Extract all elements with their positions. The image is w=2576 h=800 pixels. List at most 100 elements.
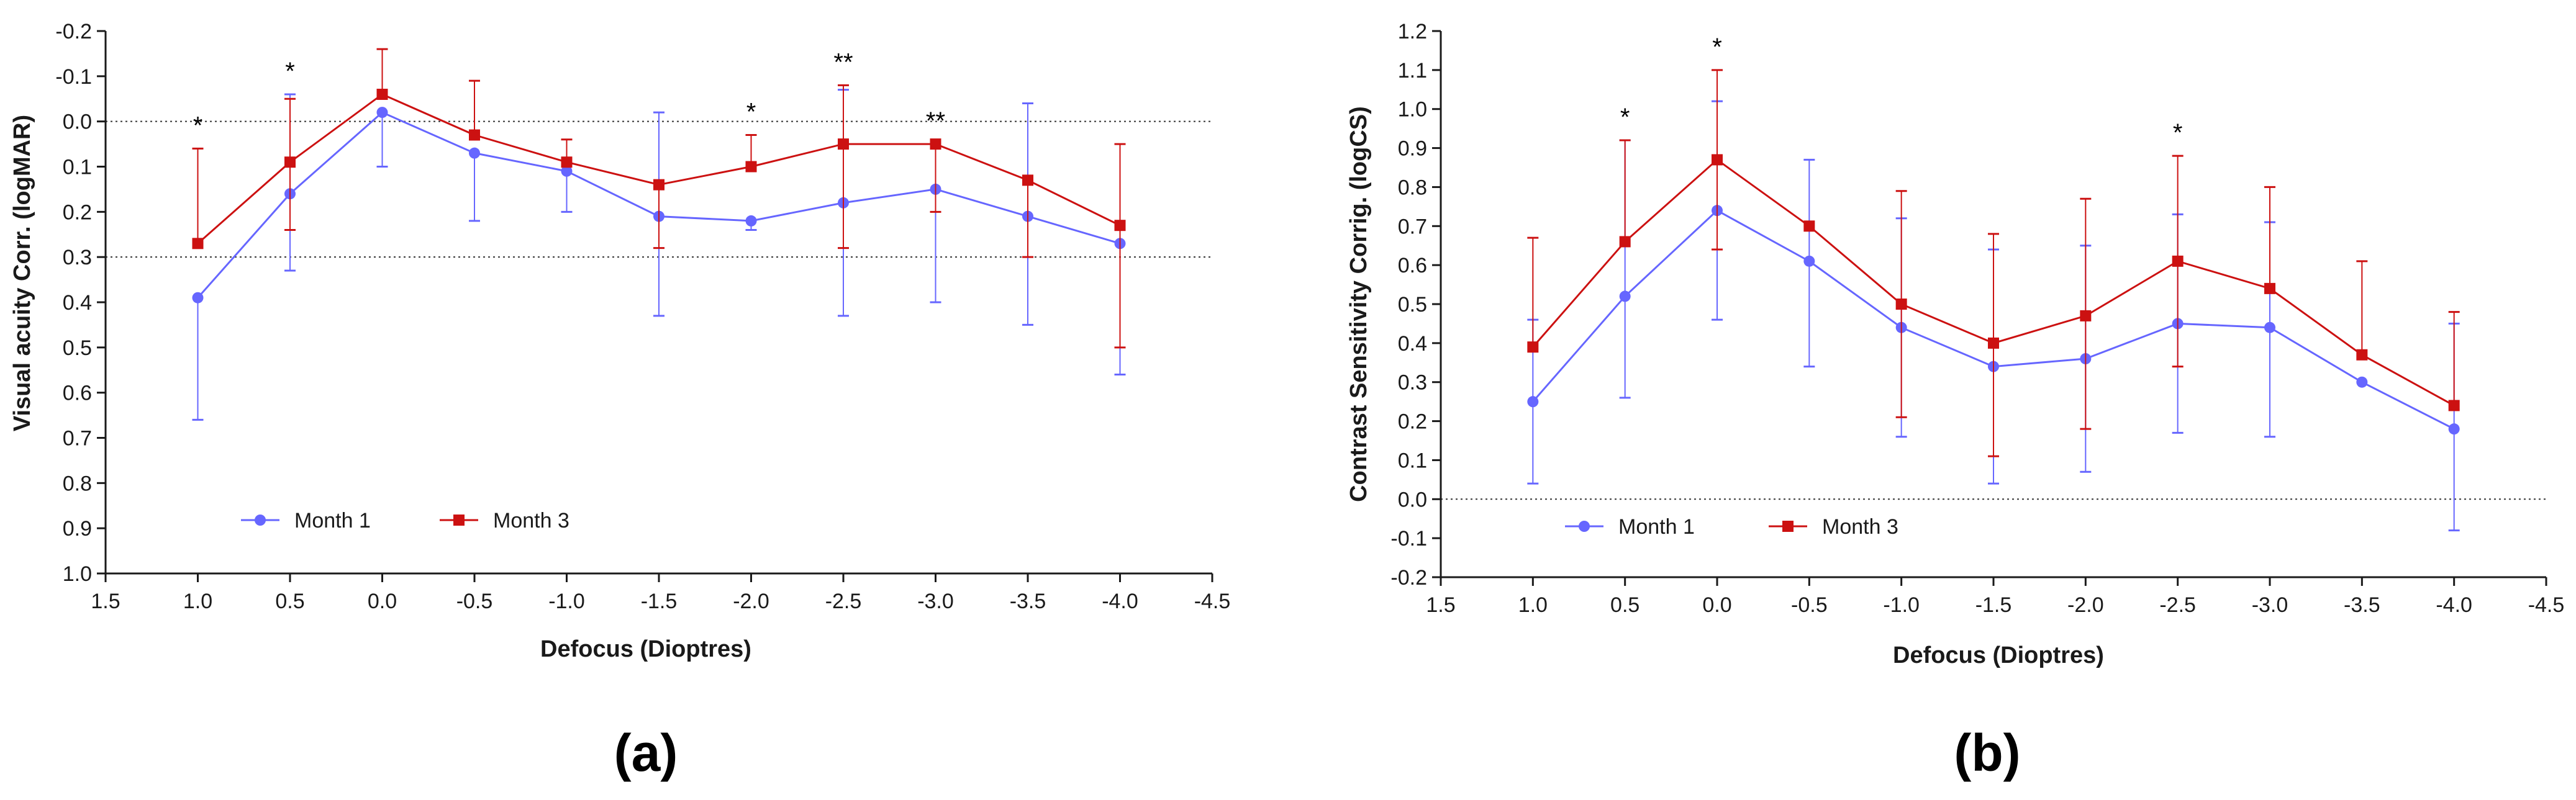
panel-a-x-tick-label: -2.5 [825, 590, 862, 613]
panel-b-month3-point [2172, 255, 2184, 267]
panel-a-y-tick-label: 0.2 [63, 200, 92, 224]
panel-a-y-tick-label: 0.9 [63, 517, 92, 541]
panel-a-x-tick-label: -3.5 [1010, 590, 1046, 613]
panel-a-series [192, 48, 1126, 421]
legend-label-month3: Month 3 [1822, 515, 1898, 539]
panel-b-chart: -0.2 -0.1 0.0 0.1 0.2 0.3 0.4 0.5 0.6 0.7 0.8 0.9 1.… [1346, 20, 2564, 782]
panel-a-y-tick-label: 0.7 [63, 427, 92, 451]
panel-a-month1-point [376, 107, 388, 119]
panel-a-y-tick-label: 0.4 [63, 291, 92, 315]
panel-a-x-tick-label: 0.0 [368, 590, 397, 613]
panel-b-y-tick-label: 0.7 [1398, 215, 1427, 238]
panel-a-month3-point [745, 161, 757, 173]
legend-label-month1: Month 1 [294, 509, 371, 533]
panel-a-x-tick-label: -0.5 [456, 590, 493, 613]
panel-b-x-tick-label: -3.0 [2252, 593, 2288, 617]
panel-a-y-tick-label: 0.8 [63, 472, 92, 495]
panel-b-x-tick-label: -1.0 [1883, 593, 1920, 617]
panel-a-x-tick-label: -4.5 [1194, 590, 1231, 613]
panel-b-y-tick-label: 0.2 [1398, 410, 1427, 434]
panel-b-legend: Month 1 Month 3 [1565, 515, 1898, 539]
panel-a-y-tick-label: 0.0 [63, 110, 92, 134]
panel-b-y-tick-label: -0.1 [1390, 527, 1427, 551]
panel-a-month1-point [745, 215, 757, 227]
legend-marker-month1 [255, 515, 266, 526]
panel-a-month3-point [284, 156, 296, 168]
panel-b-month3-point [1619, 236, 1631, 248]
panel-a-significance-marker: * [193, 112, 203, 139]
panel-a-tag: (a) [614, 724, 678, 782]
panel-b-x-tick-label: -2.5 [2159, 593, 2196, 617]
panel-a-month1-point [469, 147, 480, 159]
panel-b-y-tick-label: 0.4 [1398, 332, 1427, 356]
panel-a-legend: Month 1 Month 3 [241, 509, 569, 533]
panel-a-axes: -0.2 -0.1 0.0 0.1 0.2 0.3 0.4 0.5 0.6 0.7 0.8 0.9 1.… [55, 20, 1230, 613]
panel-b-x-tick-label: 1.5 [1426, 593, 1455, 617]
panel-a-y-tick-label: 1.0 [63, 562, 92, 586]
panel-b-ylabel: Contrast Sensitivity Corrig. (logCS) [1346, 106, 1372, 502]
panel-b-month3-point [2080, 310, 2092, 321]
panel-a-significance-marker: * [746, 99, 756, 126]
panel-b-significance-marker: * [1712, 34, 1722, 61]
panel-b-y-tick-label: 0.6 [1398, 254, 1427, 277]
legend-marker-month3 [453, 515, 465, 526]
panel-b-month3-point [2356, 349, 2368, 361]
panel-a-month3-point [1114, 220, 1126, 231]
panel-b-month1-point [1803, 255, 1815, 267]
panel-b-month3-point [1895, 299, 1907, 310]
panel-b-y-tick-label: 0.0 [1398, 488, 1427, 511]
panel-a-month3-point [1022, 174, 1033, 186]
panel-a-significance-marker: ** [833, 48, 853, 76]
panel-b-x-tick-label: -4.0 [2436, 593, 2472, 617]
panel-b-month3-point [1527, 341, 1539, 353]
panel-b-axes: -0.2 -0.1 0.0 0.1 0.2 0.3 0.4 0.5 0.6 0.7 0.8 0.9 1.… [1390, 20, 2564, 617]
panel-b-month3-point [2264, 282, 2275, 294]
legend-marker-month3 [1782, 521, 1794, 532]
panel-b-y-tick-label: 1.2 [1398, 20, 1427, 43]
panel-b-y-tick-label: 0.8 [1398, 176, 1427, 199]
panel-a-y-tick-label: 0.3 [63, 246, 92, 269]
panel-b-month1-point [2264, 321, 2275, 333]
panel-a-y-tick-label: -0.2 [55, 20, 92, 43]
panel-a-chart: -0.2 -0.1 0.0 0.1 0.2 0.3 0.4 0.5 0.6 0.7 0.8 0.9 1.… [9, 20, 1230, 782]
panel-a-ylabel: Visual acuity Corr. (logMAR) [9, 115, 35, 431]
panel-b-significance-marker: * [2173, 119, 2183, 146]
panel-b-month1-point [2448, 423, 2460, 435]
panel-b-x-tick-label: 0.0 [1702, 593, 1731, 617]
panel-a-month3-point [930, 138, 941, 150]
panel-a-y-tick-label: 0.1 [63, 156, 92, 179]
panel-b-x-tick-label: -4.5 [2528, 593, 2565, 617]
panel-a-x-tick-label: -1.0 [548, 590, 585, 613]
panel-b-y-tick-label: 0.3 [1398, 371, 1427, 395]
panel-b-y-tick-label: 0.9 [1398, 137, 1427, 161]
panel-b-x-tick-label: -2.0 [2067, 593, 2104, 617]
legend-label-month1: Month 1 [1618, 515, 1695, 539]
panel-b-month1-point [2356, 376, 2368, 388]
panel-b-x-tick-label: -0.5 [1791, 593, 1828, 617]
panel-a-month3-point [376, 88, 388, 100]
panel-b-month3-point [2448, 400, 2460, 411]
panel-b-y-tick-label: 0.1 [1398, 449, 1427, 472]
panel-b-x-tick-label: -3.5 [2344, 593, 2380, 617]
panel-a-significance-marker: * [285, 58, 295, 85]
panel-a-x-tick-label: 0.5 [275, 590, 304, 613]
panel-b-y-tick-label: 1.1 [1398, 59, 1427, 83]
panel-a-significance-marker: ** [926, 107, 945, 135]
panel-b-month3-point [1803, 220, 1815, 232]
panel-b-significance-marker: * [1620, 104, 1630, 131]
panel-b-x-tick-label: 0.5 [1610, 593, 1639, 617]
panel-a-month3-point [561, 156, 573, 168]
panel-a-x-tick-label: -1.5 [641, 590, 678, 613]
legend-label-month3: Month 3 [493, 509, 569, 533]
panel-a-x-tick-label: 1.0 [183, 590, 212, 613]
panel-b-x-tick-label: -1.5 [1975, 593, 2012, 617]
panel-b-xlabel: Defocus (Dioptres) [1893, 642, 2104, 668]
panel-a-x-tick-label: -2.0 [733, 590, 769, 613]
panel-a-y-tick-label: -0.1 [55, 65, 92, 89]
panel-a-x-tick-label: -4.0 [1102, 590, 1138, 613]
panel-a-month3-point [838, 138, 849, 150]
panel-b-month3-point [1712, 154, 1723, 166]
panel-a-x-tick-label: -3.0 [917, 590, 954, 613]
panel-b-month3-point [1988, 337, 1999, 349]
